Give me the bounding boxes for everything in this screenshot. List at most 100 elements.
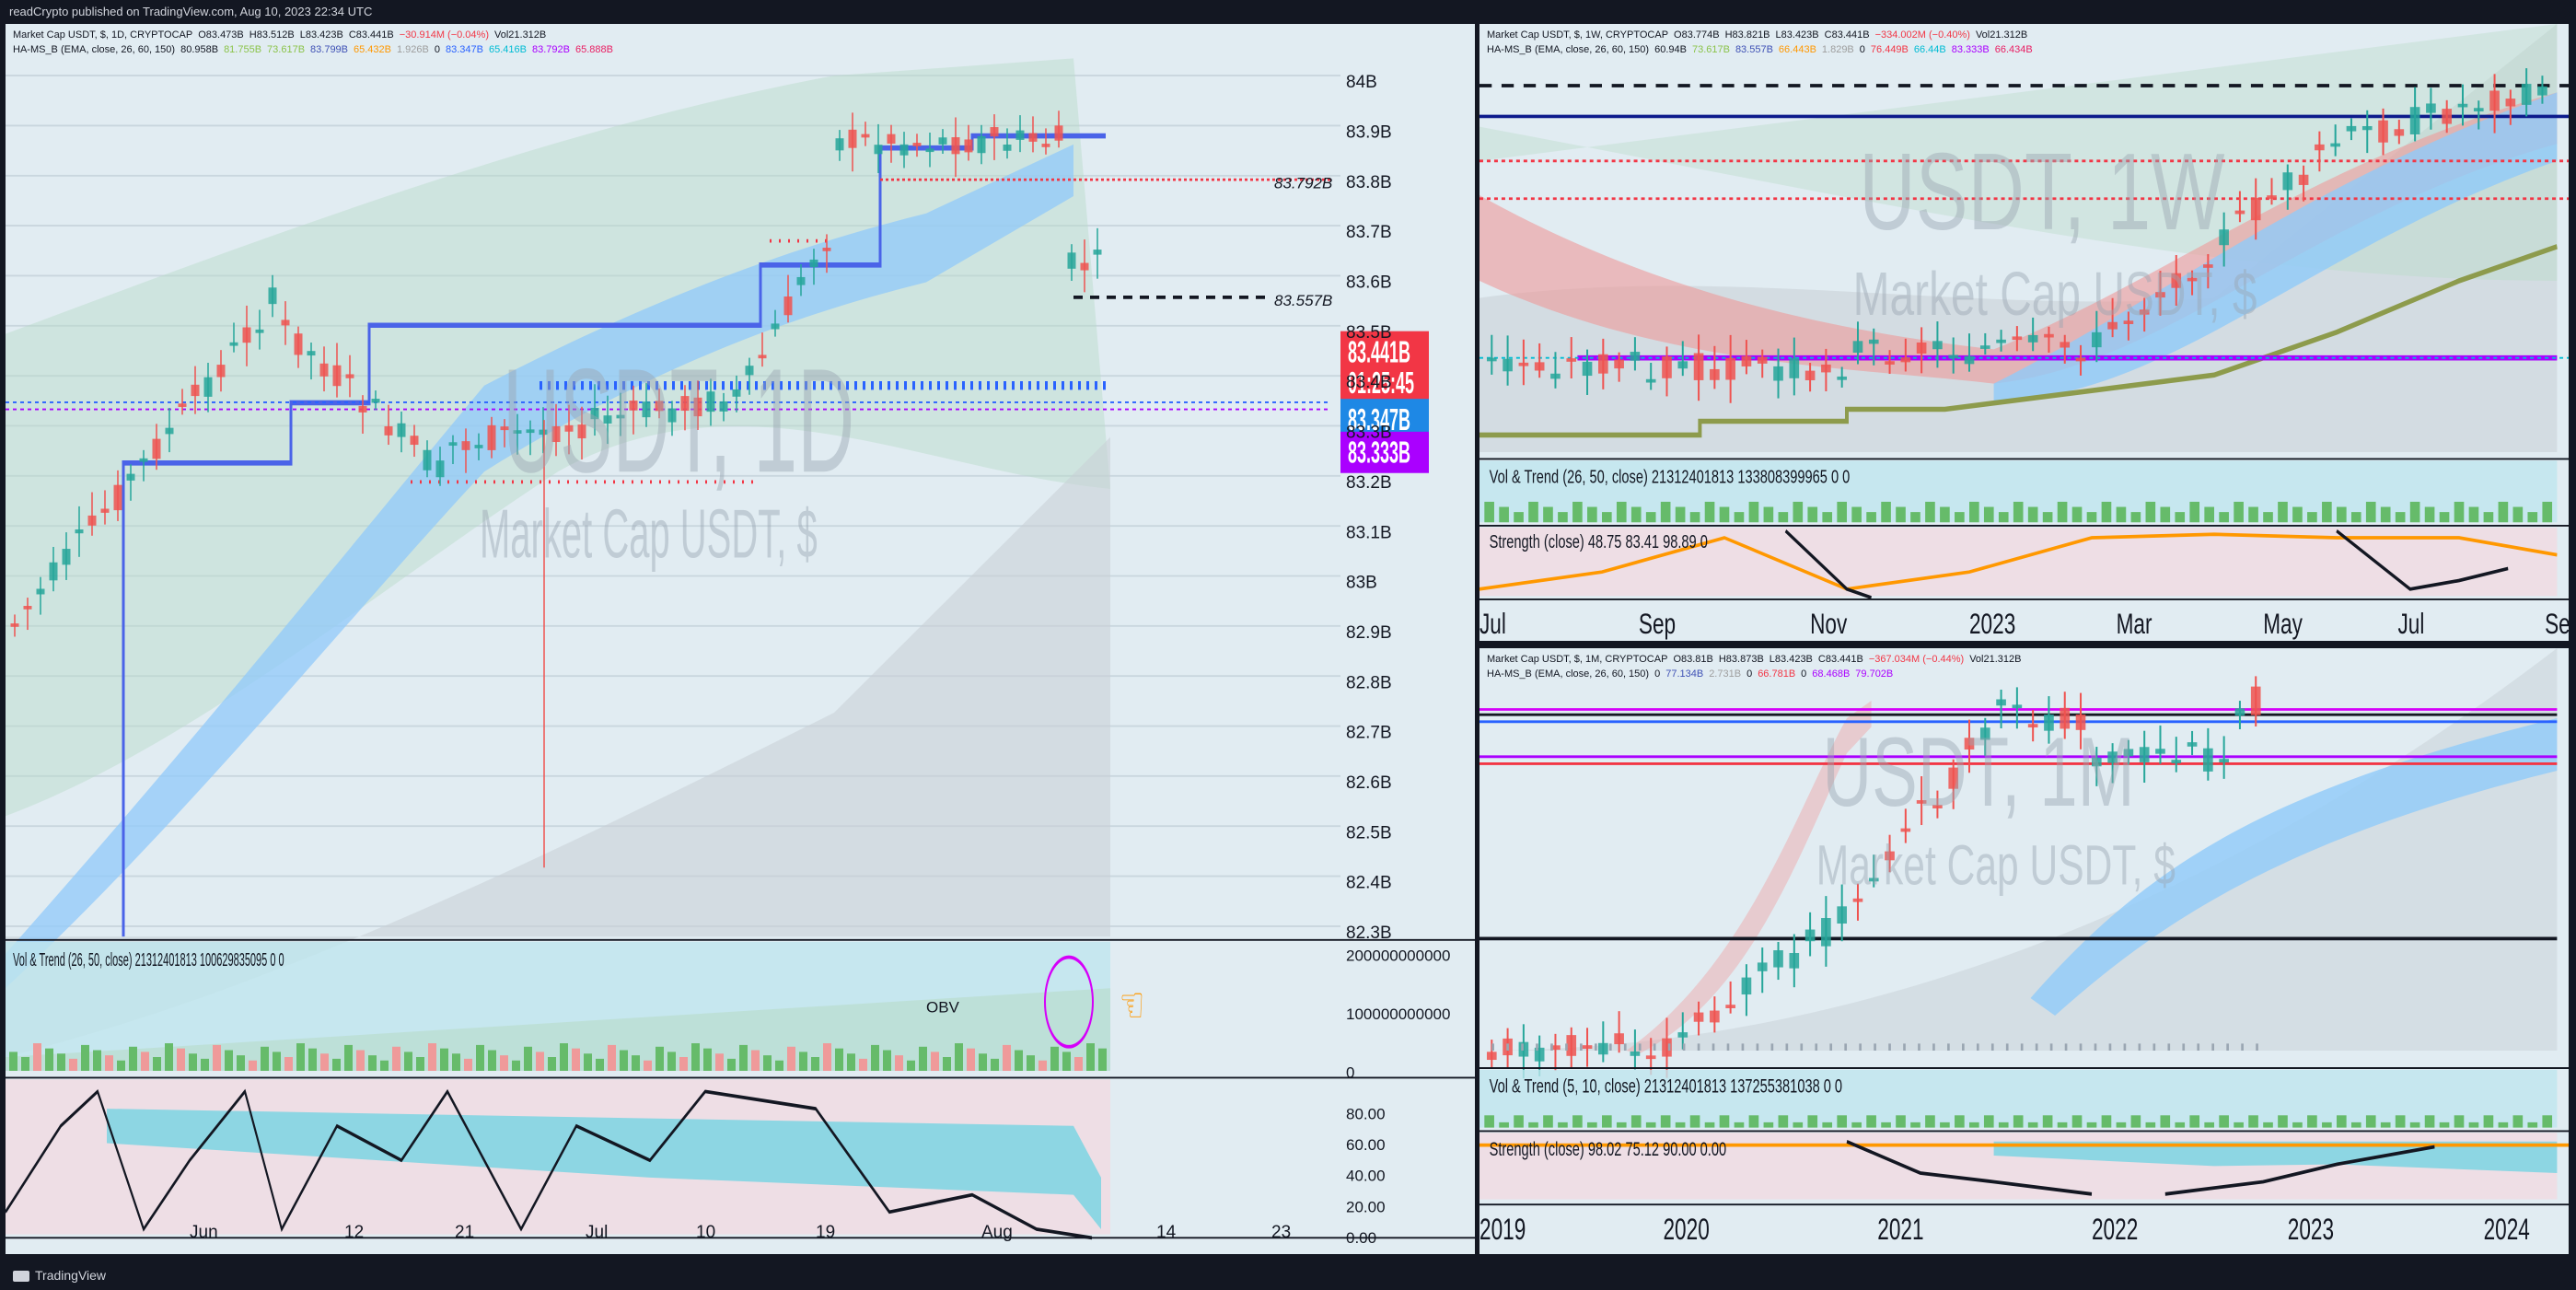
left-candle-body [951,137,960,155]
x-tick-label: 2024 [2484,1213,2530,1246]
cloud-lower [1479,648,2558,1051]
x-tick-label: 2021 [1877,1213,1923,1246]
volume-bar [715,1053,724,1071]
volume-bar [2071,1115,2083,1128]
monthly-candle-body [1885,851,1895,861]
volume-bar [548,1057,556,1071]
monthly-header-1: Market Cap USDT, $, 1M, CRYPTOCAP O83.81B… [1487,654,2026,665]
volume-bar [2086,1121,2097,1128]
volume-bar [931,1052,939,1071]
weekly-candle-body [2219,229,2229,246]
weekly-candle-body [1677,361,1688,369]
volume-bar [500,1055,508,1071]
header-value: 0 [434,44,440,55]
volume-bar [2424,1115,2435,1128]
volume-bar [1910,512,1920,523]
price-tick-label: 82.8B [1346,673,1392,692]
ema-ribbon-red [1626,701,1872,1054]
volume-bar [2307,1115,2317,1128]
volume-bar [2498,1121,2509,1128]
volume-bar [249,1060,257,1071]
weekly-chart-panel[interactable]: 83.557B84B72B68B64B83.441B3d 2h83.333B81… [1479,24,2569,641]
footer-brand[interactable]: TradingView [35,1268,107,1283]
monthly-candle-body [1821,918,1831,947]
weekly-candle-body [1741,355,1752,366]
watermark-name: Market Cap USDT, $ [480,495,818,573]
weekly-candle-body [2473,108,2484,111]
monthly-candle-body [1534,1047,1545,1062]
left-candle-body [23,606,32,610]
header-value: 1.926B [397,44,429,55]
weekly-candle-body [1566,358,1577,362]
left-candle-body [809,259,818,268]
volume-bar [1499,506,1509,523]
volume-bar [883,1050,891,1071]
strength-axis-label: 40.00 [1346,1168,1386,1185]
monthly-candle-body [1566,1035,1577,1056]
x-tick-label: 19 [816,1223,835,1242]
volume-bar [2116,506,2127,523]
volume-bar [308,1048,317,1071]
left-candle-body [964,139,973,153]
volume-bar [1793,501,1804,523]
x-tick-label: Jul [586,1223,608,1242]
monthly-chart-svg[interactable]: 83.441B21d 2h79.702B78.615B77.134B68.468… [1479,648,2569,1254]
monthly-candle-body [2044,714,2054,731]
header-value: 83.347B [446,44,483,55]
left-candle-body [126,473,135,481]
volume-bar [1558,1121,1568,1128]
volume-bar [129,1046,137,1071]
header-value: L83.423B [1775,29,1819,41]
header-value: 68.468B [1812,668,1851,680]
left-candle-body [255,329,264,333]
watermark-symbol: USDT, 1W [1859,130,2224,252]
left-candle-body [938,137,947,145]
monthly-chart-panel[interactable]: 83.441B21d 2h79.702B78.615B77.134B68.468… [1479,648,2569,1254]
left-candle-body [191,384,200,397]
left-candle-body [384,425,393,436]
x-tick-label: Mar [2117,607,2152,640]
volume-bar [1098,1048,1107,1071]
volume-bar [9,1052,17,1071]
monthly-candle-body [1710,1010,1720,1023]
header-value: −30.914M (−0.04%) [399,29,489,41]
weekly-candle-body [2203,264,2213,268]
volume-bar [536,1052,544,1071]
watermark-symbol: USDT, 1D [503,339,854,505]
volume-bar [1881,1121,1891,1128]
x-tick-label: 2023 [2288,1213,2334,1246]
footer-bar: TradingView [0,1261,2576,1290]
volume-bar [859,1058,867,1071]
monthly-candle-body [2171,760,2182,763]
volume-bar [2365,501,2376,523]
left-candle-body [577,424,586,439]
left-candle-body [861,134,870,138]
weekly-candle-body [1996,339,2006,343]
monthly-candle-body [1932,805,1943,808]
volume-bar [2175,512,2186,523]
strength-orange [1479,532,2558,591]
volume-bar [1763,1121,1774,1128]
weekly-candle-body [2075,357,2086,362]
ema-ribbon [6,144,1073,989]
volume-bar [488,1050,496,1071]
x-tick-label: 10 [696,1223,715,1242]
left-header-1: Market Cap USDT, $, 1D, CRYPTOCAP O83.473… [13,29,551,41]
volume-bar [596,1058,604,1071]
header-value: Vol21.312B [493,29,547,41]
volume-bar [201,1058,209,1071]
monthly-candle-body [2027,724,2038,728]
weekly-candle-body [2092,331,2102,348]
volume-bar [2130,512,2141,523]
weekly-chart-svg[interactable]: 83.557B84B72B68B64B83.441B3d 2h83.333B81… [1479,24,2569,641]
volume-bar [919,1046,927,1071]
left-chart-panel[interactable]: 83.441B 01:25:45 83.347B 83.333B USDT, 1D Mar… [6,24,1475,1254]
x-tick-label: Aug [981,1223,1013,1242]
weekly-chart-group: 83.557B84B72B68B64B83.441B3d 2h83.333B81… [1479,24,2569,640]
volume-bar [1719,1115,1730,1128]
volume-bar [2380,1121,2391,1128]
volume-bar [2395,1115,2406,1128]
x-tick-label: 2023 [1969,607,2015,640]
volume-bar [1630,506,1642,523]
